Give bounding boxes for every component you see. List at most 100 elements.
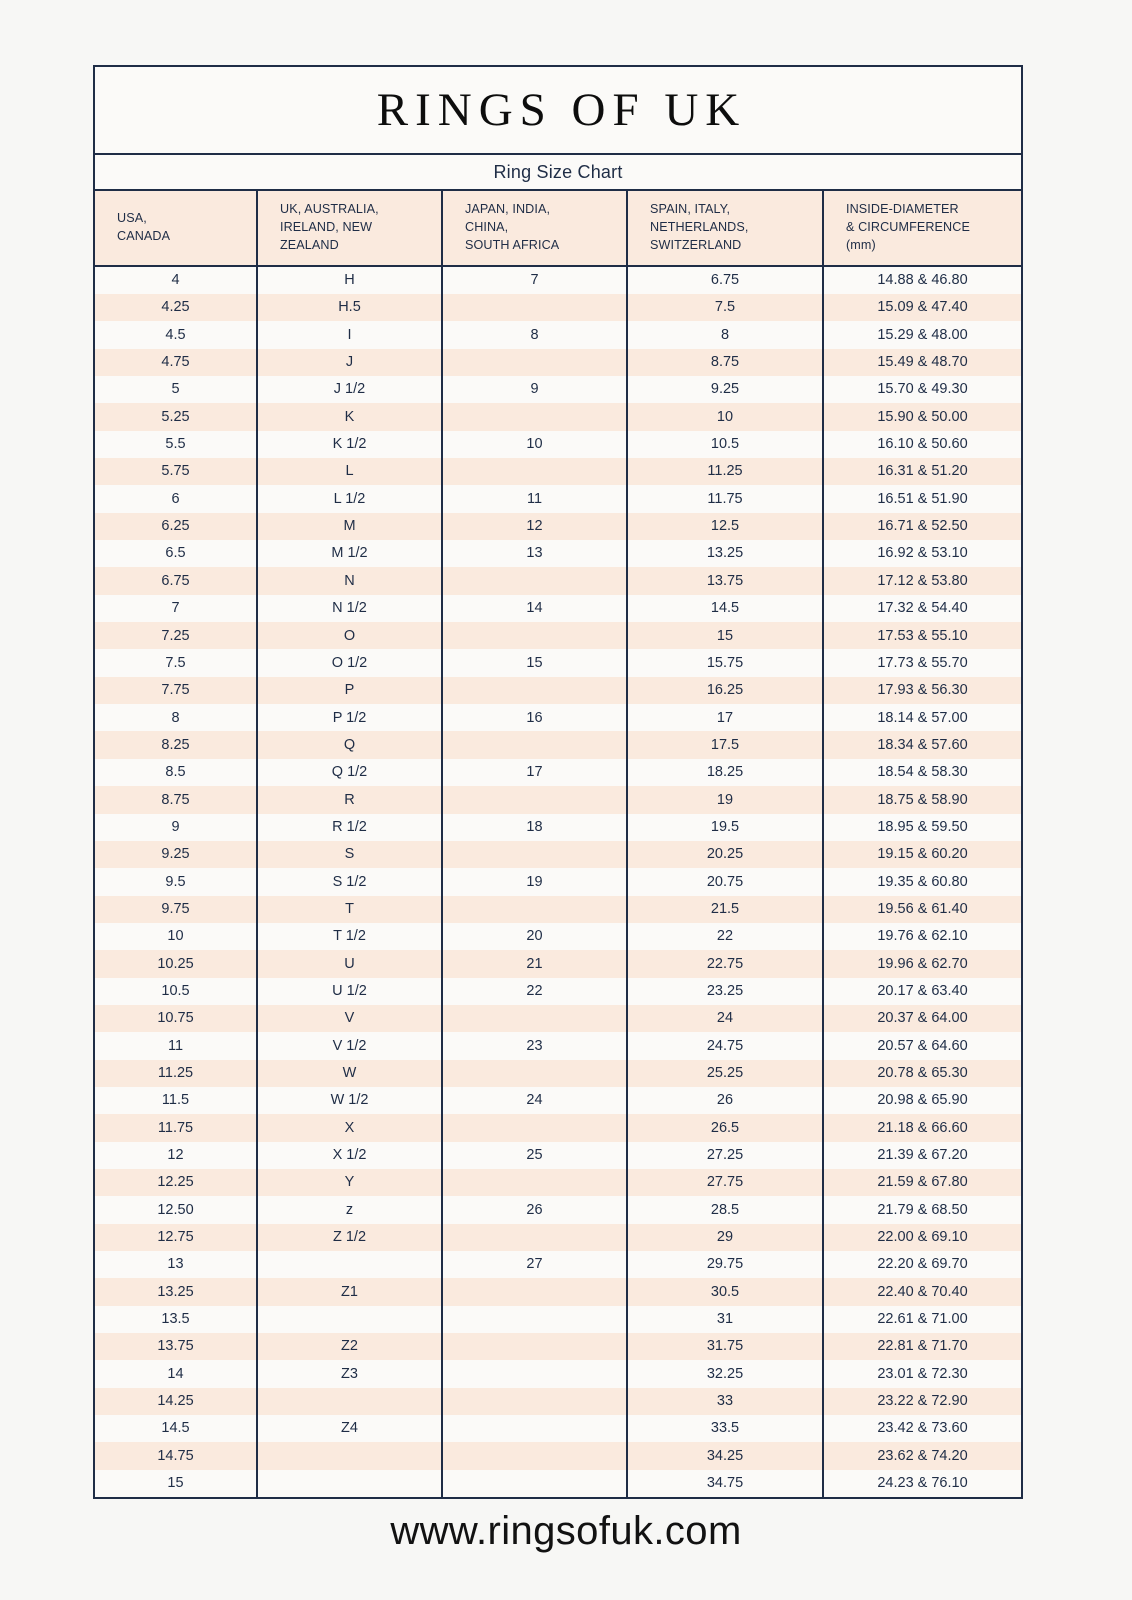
table-row: 6.5 M 1/2 13 13.25 16.92 & 53.10 bbox=[95, 540, 1021, 568]
table-cell: 8.25 bbox=[95, 731, 258, 759]
table-cell: 29.75 bbox=[627, 1251, 824, 1279]
table-cell: 16 bbox=[442, 704, 628, 732]
table-cell bbox=[442, 403, 628, 431]
column-header-japan-india-china-south-africa: JAPAN, INDIA, CHINA, SOUTH AFRICA bbox=[442, 191, 628, 267]
table-cell: 20.57 & 64.60 bbox=[823, 1032, 1021, 1060]
table-row: 12.25 Y 27.75 21.59 & 67.80 bbox=[95, 1168, 1021, 1197]
table-row: 10 T 1/2 20 22 19.76 & 62.10 bbox=[95, 922, 1021, 951]
column-header-line: SOUTH AFRICA bbox=[465, 237, 560, 252]
table-cell: 20.75 bbox=[627, 868, 824, 896]
table-row: 9.25 S 20.25 19.15 & 60.20 bbox=[95, 840, 1021, 869]
ring-size-table: USA, CANADA UK, AUSTRALIA, IRELAND, NEW ZEAL… bbox=[95, 191, 1021, 1498]
table-cell: 21.79 & 68.50 bbox=[823, 1196, 1021, 1224]
table-cell: 27 bbox=[442, 1251, 628, 1279]
table-row: 12 X 1/2 25 27.25 21.39 & 67.20 bbox=[95, 1141, 1021, 1169]
table-cell: 23.25 bbox=[627, 977, 824, 1005]
table-cell: 16.71 & 52.50 bbox=[823, 512, 1021, 541]
table-cell: X bbox=[257, 1114, 443, 1142]
table-cell: J 1/2 bbox=[257, 376, 443, 404]
table-cell: 10 bbox=[442, 430, 628, 459]
column-header-line: INSIDE-DIAMETER bbox=[846, 202, 959, 216]
table-cell: O 1/2 bbox=[257, 649, 443, 677]
table-cell: 13.25 bbox=[627, 540, 824, 568]
table-cell bbox=[442, 1360, 628, 1388]
table-cell: 15.70 & 49.30 bbox=[823, 376, 1021, 404]
table-row: 11.5 W 1/2 24 26 20.98 & 65.90 bbox=[95, 1086, 1021, 1115]
table-cell: N bbox=[257, 567, 443, 595]
table-cell bbox=[442, 1333, 628, 1361]
table-cell: 18.14 & 57.00 bbox=[823, 704, 1021, 732]
table-cell: P 1/2 bbox=[257, 704, 443, 732]
table-cell: 20 bbox=[442, 922, 628, 951]
column-header-line: CANADA bbox=[117, 228, 171, 243]
table-cell: 22 bbox=[627, 922, 824, 951]
chart-subtitle-band: Ring Size Chart bbox=[95, 155, 1021, 191]
table-cell: 15.75 bbox=[627, 649, 824, 677]
table-cell: 15 bbox=[442, 649, 628, 677]
table-cell: N 1/2 bbox=[257, 594, 443, 623]
table-cell: 8 bbox=[95, 704, 258, 732]
table-cell: 16.10 & 50.60 bbox=[823, 430, 1021, 459]
table-cell: 4.5 bbox=[95, 321, 258, 349]
table-cell: U 1/2 bbox=[257, 977, 443, 1005]
brand-header: RINGS OF UK bbox=[95, 67, 1021, 155]
table-cell: Y bbox=[257, 1168, 443, 1197]
table-cell: 8.75 bbox=[627, 348, 824, 376]
column-header-line: USA, bbox=[117, 210, 147, 225]
table-cell: 12.25 bbox=[95, 1168, 258, 1197]
table-cell bbox=[442, 840, 628, 869]
column-header-line: CHINA, bbox=[465, 219, 509, 234]
table-cell: 11 bbox=[442, 485, 628, 513]
table-cell: Z 1/2 bbox=[257, 1223, 443, 1251]
table-cell: 20.98 & 65.90 bbox=[823, 1086, 1021, 1115]
table-row: 11.25 W 25.25 20.78 & 65.30 bbox=[95, 1059, 1021, 1087]
table-cell: 32.25 bbox=[627, 1360, 824, 1388]
table-cell: 20.25 bbox=[627, 840, 824, 869]
table-cell: 17.32 & 54.40 bbox=[823, 594, 1021, 623]
table-cell: 17 bbox=[442, 758, 628, 787]
table-cell: H bbox=[257, 265, 443, 294]
table-cell: Z4 bbox=[257, 1415, 443, 1443]
table-cell: 24 bbox=[442, 1086, 628, 1115]
table-cell: S bbox=[257, 840, 443, 869]
table-cell: 22.20 & 69.70 bbox=[823, 1251, 1021, 1279]
table-cell: 5.5 bbox=[95, 430, 258, 459]
table-cell: 6.75 bbox=[95, 567, 258, 595]
table-cell: 22.40 & 70.40 bbox=[823, 1278, 1021, 1306]
table-cell: 15 bbox=[95, 1469, 258, 1498]
table-row: 15 34.75 24.23 & 76.10 bbox=[95, 1469, 1021, 1498]
column-header-line: SPAIN, ITALY, bbox=[650, 202, 731, 216]
table-cell: 15.29 & 48.00 bbox=[823, 321, 1021, 349]
table-cell: 4.75 bbox=[95, 348, 258, 376]
table-cell bbox=[442, 567, 628, 595]
brand-title: RINGS OF UK bbox=[376, 83, 747, 136]
website-url[interactable]: www.ringsofuk.com bbox=[390, 1509, 742, 1553]
table-cell: Q 1/2 bbox=[257, 758, 443, 787]
table-cell: M 1/2 bbox=[257, 540, 443, 568]
table-cell: T bbox=[257, 895, 443, 923]
table-cell: 5.25 bbox=[95, 403, 258, 431]
table-header-row: USA, CANADA UK, AUSTRALIA, IRELAND, NEW ZEAL… bbox=[95, 191, 1021, 267]
table-cell: 19 bbox=[627, 786, 824, 814]
table-cell: 5.75 bbox=[95, 458, 258, 486]
table-cell bbox=[442, 786, 628, 814]
table-cell: M bbox=[257, 512, 443, 541]
table-cell: 13.25 bbox=[95, 1278, 258, 1306]
table-cell: 7 bbox=[442, 265, 628, 294]
table-cell bbox=[442, 1004, 628, 1033]
table-cell: R bbox=[257, 786, 443, 814]
table-cell bbox=[442, 895, 628, 923]
table-cell: 15.09 & 47.40 bbox=[823, 293, 1021, 322]
table-cell: 23 bbox=[442, 1032, 628, 1060]
table-cell: 9.25 bbox=[95, 840, 258, 869]
table-cell: 26 bbox=[442, 1196, 628, 1224]
table-cell: H.5 bbox=[257, 293, 443, 322]
table-cell: 14 bbox=[442, 594, 628, 623]
table-row: 14.75 34.25 23.62 & 74.20 bbox=[95, 1442, 1021, 1470]
table-cell: 14.75 bbox=[95, 1442, 258, 1470]
table-cell: 34.25 bbox=[627, 1442, 824, 1470]
table-row: 7.75 P 16.25 17.93 & 56.30 bbox=[95, 676, 1021, 705]
table-cell: 8 bbox=[442, 321, 628, 349]
table-cell: Z3 bbox=[257, 1360, 443, 1388]
